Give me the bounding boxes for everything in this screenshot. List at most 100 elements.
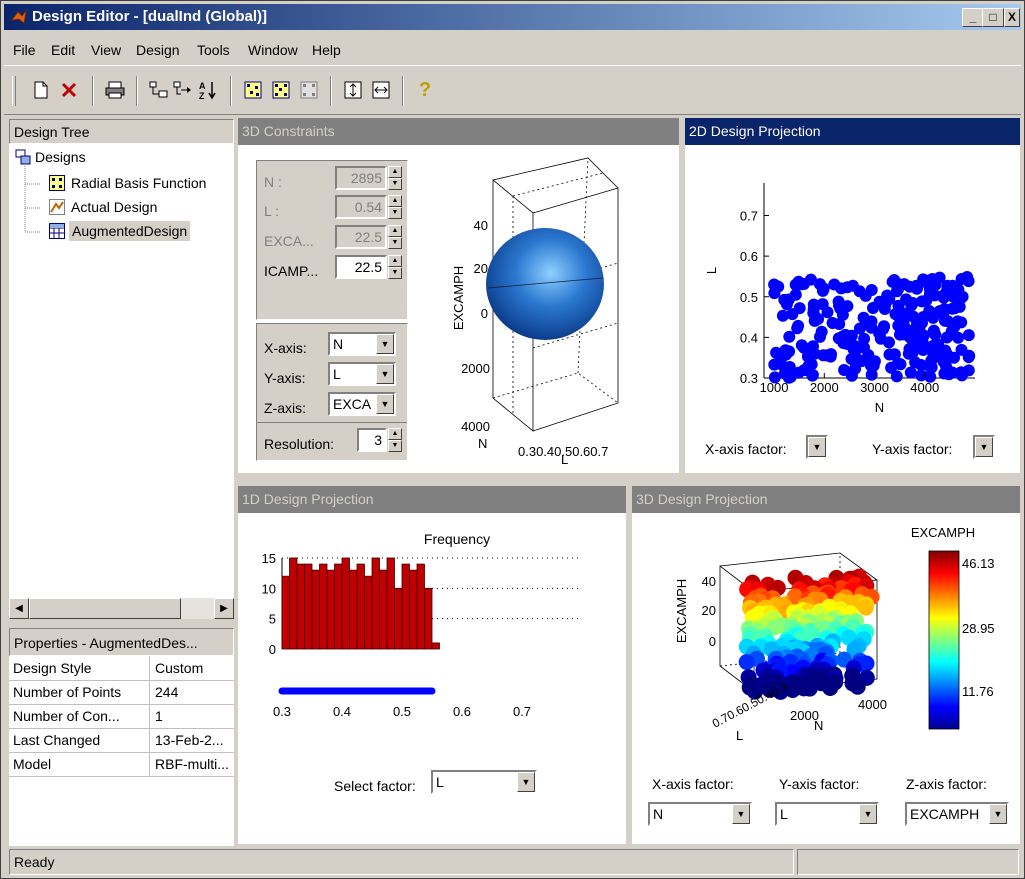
x-axis-factor-label: X-axis factor:: [652, 776, 734, 792]
zoom-vertical-icon[interactable]: [340, 77, 366, 103]
x-axis-select[interactable]: N ▼: [328, 332, 396, 356]
scroll-left-button[interactable]: ◀: [9, 598, 29, 619]
z-axis-value: EXCA: [333, 396, 372, 412]
chevron-down-icon[interactable]: ▼: [376, 364, 394, 384]
menu-design[interactable]: Design: [136, 42, 180, 58]
chevron-down-icon[interactable]: ▼: [989, 804, 1007, 824]
select-factor-select[interactable]: L ▼: [431, 770, 537, 794]
factor-label: ICAMP...: [264, 263, 319, 279]
scatter-point: [924, 287, 936, 300]
factor-label: N :: [264, 174, 282, 190]
histogram-plot[interactable]: Frequency 15 10 5 0 0.3 0.4 0.5 0.6 0.7: [238, 526, 626, 726]
property-key: Model: [13, 752, 150, 776]
n-axis-title: N: [814, 718, 823, 733]
title-bar[interactable]: Design Editor - [dualInd (Global)] _ □ X: [4, 4, 1021, 30]
properties-table: Design Style Custom Number of Points 244 N…: [9, 656, 234, 846]
zoom-horizontal-icon[interactable]: [368, 77, 394, 103]
y-axis-factor-select[interactable]: L ▼: [775, 802, 879, 826]
menu-view[interactable]: View: [91, 42, 122, 58]
scatter-point: [948, 321, 961, 334]
tree-item-radial-basis-function[interactable]: Radial Basis Function: [71, 175, 207, 191]
projection-3d-plot[interactable]: EXCAMPH 46.13 28.95 11.76 40 20 0 EXCAMP…: [632, 516, 1020, 766]
tree-horizontal-scrollbar[interactable]: ◀ ▶: [9, 598, 234, 619]
chevron-down-icon[interactable]: ▼: [376, 394, 394, 414]
menu-edit[interactable]: Edit: [51, 42, 76, 58]
print-icon[interactable]: [102, 77, 128, 103]
toolbar-grip[interactable]: [12, 76, 16, 106]
optimal-icon[interactable]: [268, 77, 294, 103]
z-tick-label: 40: [474, 218, 488, 233]
histogram-title: Frequency: [424, 531, 490, 547]
child-node-icon[interactable]: [146, 77, 172, 103]
constraints-3d-plot[interactable]: 40 20 0 EXCAMPH 2000 4000 N 0.30.40.50.6…: [418, 148, 678, 468]
properties-title: Properties - AugmentedDes...: [9, 628, 234, 656]
resolution-spinner[interactable]: ▲ ▼: [388, 428, 402, 452]
y-axis-factor-select[interactable]: ▼: [973, 435, 995, 459]
sibling-node-icon[interactable]: [170, 77, 196, 103]
projection-3d-pane[interactable]: 3D Design Projection EXCAMPH 46.13 28.95…: [632, 486, 1020, 844]
resolution-field[interactable]: 3: [357, 428, 387, 452]
x-axis-factor-select[interactable]: ▼: [806, 435, 828, 459]
tree-item-actual-design[interactable]: Actual Design: [71, 199, 158, 215]
factor-icamph-spinner[interactable]: ▲ ▼: [388, 255, 402, 279]
help-icon[interactable]: ?: [418, 78, 432, 101]
menu-help[interactable]: Help: [312, 42, 341, 58]
scatter-point: [909, 356, 922, 369]
chevron-down-icon[interactable]: ▼: [808, 437, 826, 457]
delete-icon[interactable]: [56, 77, 82, 103]
x-axis-factor-select[interactable]: N ▼: [648, 802, 752, 826]
select-factor-value: L: [436, 774, 444, 790]
chevron-down-icon[interactable]: ▼: [975, 437, 993, 457]
maximize-button[interactable]: □: [982, 8, 1004, 27]
menu-window[interactable]: Window: [248, 42, 298, 58]
chevron-down-icon[interactable]: ▼: [376, 334, 394, 354]
constraints-3d-pane[interactable]: 3D Constraints N : 2895 ▲ ▼ L : 0.54 ▲ ▼ E…: [238, 118, 679, 473]
histogram-bar: [424, 587, 433, 650]
design-grid-icon: [49, 175, 65, 191]
z-axis-select[interactable]: EXCA ▼: [328, 392, 396, 416]
projection-2d-pane[interactable]: 2D Design Projection 0.3 0.4 0.5 0.6 0.7 1000…: [685, 118, 1020, 473]
histogram-bar: [289, 557, 298, 650]
scroll-right-button[interactable]: ▶: [214, 598, 234, 619]
y-axis-select[interactable]: L ▼: [328, 362, 396, 386]
minimize-button[interactable]: _: [962, 8, 984, 27]
window-title: Design Editor - [dualInd (Global)]: [32, 8, 267, 25]
space-filling-icon[interactable]: [240, 77, 266, 103]
tree-root-designs[interactable]: Designs: [35, 149, 86, 165]
chevron-down-icon[interactable]: ▼: [859, 804, 877, 824]
property-value: Custom: [155, 660, 204, 676]
x-axis-value: N: [333, 336, 344, 352]
scatter-point: [781, 364, 793, 376]
tree-item-augmented-design[interactable]: AugmentedDesign: [69, 221, 191, 241]
y-axis-title: L: [704, 267, 719, 274]
projection-1d-pane[interactable]: 1D Design Projection Frequency 15 10 5 0 0.3 0…: [238, 486, 626, 844]
status-bar: Ready: [9, 849, 794, 875]
close-button[interactable]: X: [1004, 8, 1020, 27]
scatter-point: [817, 282, 830, 295]
menu-tools[interactable]: Tools: [197, 42, 230, 58]
menu-file[interactable]: File: [13, 42, 36, 58]
scroll-thumb[interactable]: [29, 598, 181, 619]
design-tree[interactable]: Designs Radial Basis Function Actual Des…: [9, 144, 234, 599]
x-axis-title: N: [875, 400, 884, 415]
z-axis-factor-select[interactable]: EXCAMPH ▼: [905, 802, 1009, 826]
ellipsoid-slice: [487, 277, 604, 289]
projection-2d-plot[interactable]: 0.3 0.4 0.5 0.6 0.7 1000 2000 3000 4000 N L: [685, 158, 1020, 438]
scatter-point: [894, 328, 906, 341]
factor-icamph-field[interactable]: 22.5: [335, 255, 387, 279]
chevron-down-icon[interactable]: ▼: [517, 772, 535, 792]
scatter-point: [821, 306, 834, 319]
classical-icon[interactable]: [296, 77, 322, 103]
scatter-point: [768, 371, 781, 384]
scatter-point: [864, 359, 877, 372]
scatter-point: [837, 337, 850, 349]
colorbar-tick: 11.76: [962, 684, 994, 699]
new-design-icon[interactable]: [28, 77, 54, 103]
projection-3d-title: 3D Design Projection: [632, 486, 1020, 513]
scatter-point: [833, 299, 845, 312]
property-key: Number of Points: [13, 680, 150, 704]
y-tick-label: 15: [262, 551, 276, 566]
chevron-down-icon[interactable]: ▼: [732, 804, 750, 824]
